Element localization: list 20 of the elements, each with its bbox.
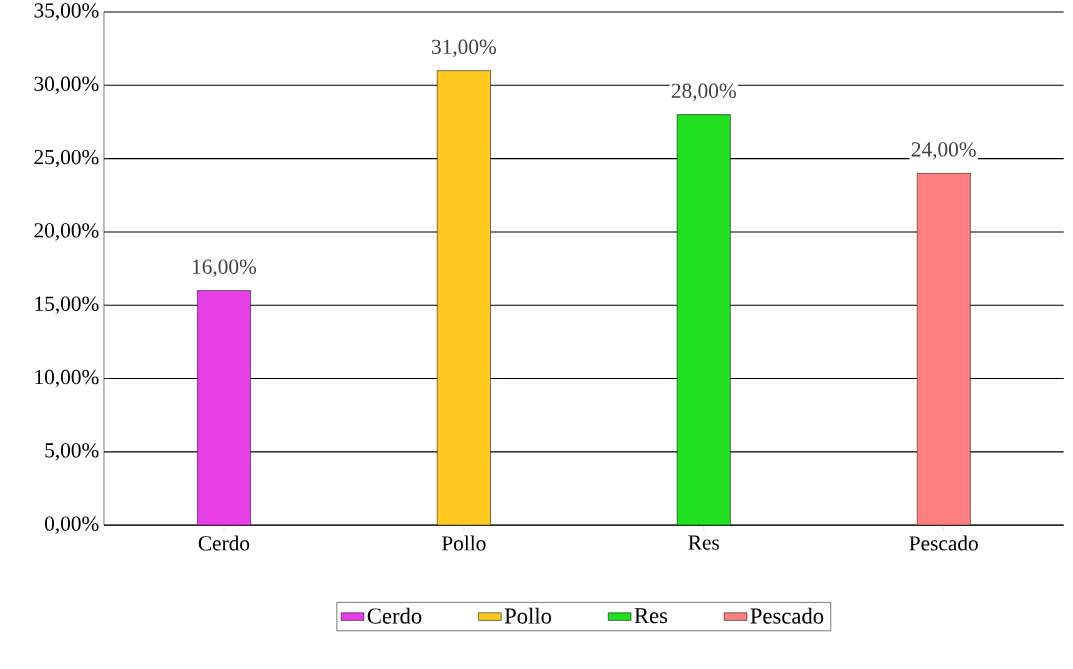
x-tick-label: Pescado (909, 535, 978, 551)
data-label: 16,00% (192, 259, 257, 277)
y-tick-label: 5,00% (45, 443, 99, 461)
legend-label: Cerdo (367, 607, 422, 624)
data-label: 24,00% (911, 142, 976, 160)
x-tick-label: Cerdo (198, 535, 250, 551)
y-tick-label: 0,00% (44, 516, 99, 534)
x-tick-label: Pollo (441, 535, 486, 551)
y-tick-label: 20,00% (34, 223, 99, 241)
x-tick-label: Res (688, 535, 720, 550)
legend-label: Res (634, 608, 668, 624)
data-label: 28,00% (671, 83, 736, 101)
y-tick-label: 25,00% (34, 149, 99, 168)
data-label: 31,00% (432, 39, 497, 57)
legend-label: Pescado (750, 607, 824, 624)
y-tick-label: 30,00% (34, 76, 99, 94)
y-tick-label: 10,00% (35, 369, 99, 388)
y-tick-label: 15,00% (35, 296, 99, 314)
y-tick-label: 35,00% (34, 3, 99, 21)
legend-label: Pollo (504, 607, 552, 624)
